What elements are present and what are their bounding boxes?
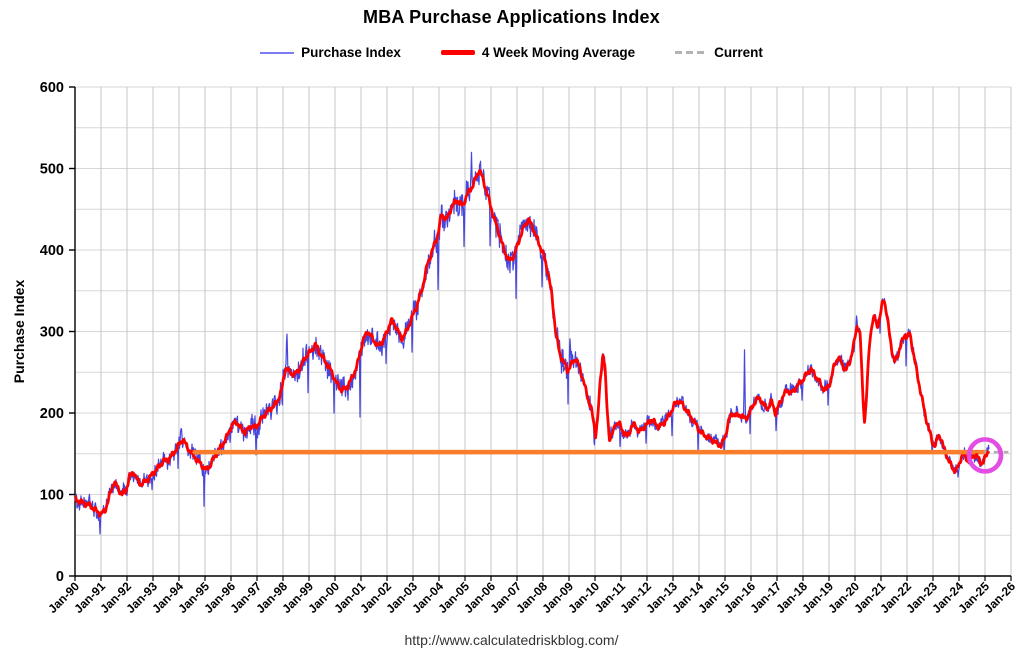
y-tick-label: 200 <box>40 406 64 422</box>
y-tick-label: 100 <box>40 488 64 504</box>
gray-dashed-swatch-icon <box>675 51 708 54</box>
y-axis-title: Purchase Index <box>11 280 27 384</box>
moving-average-series <box>74 168 991 518</box>
blue-line-swatch-icon <box>260 51 295 54</box>
y-tick-label: 0 <box>56 569 64 585</box>
y-tick-label: 500 <box>40 162 64 178</box>
y-tick-label: 600 <box>40 80 64 96</box>
chart-title: MBA Purchase Applications Index <box>363 7 660 27</box>
red-line-swatch-icon <box>440 50 475 55</box>
y-axis-ticks-labels: 0 100 200 300 400 500 600 <box>40 80 75 585</box>
legend-label-moving-average: 4 Week Moving Average <box>481 45 636 60</box>
x-axis-ticks-labels: Jan-90Jan-91Jan-92Jan-93Jan-94Jan-95Jan-… <box>45 576 1018 616</box>
legend-item-current: Current <box>675 45 763 60</box>
chart-legend: Purchase Index 4 Week Moving Average Cur… <box>0 45 1023 60</box>
highlight-circle <box>966 437 1004 474</box>
legend-item-moving-average: 4 Week Moving Average <box>440 45 636 60</box>
legend-item-purchase-index: Purchase Index <box>260 45 401 60</box>
moving-average-tail <box>972 450 991 467</box>
legend-label-current: Current <box>714 45 763 60</box>
y-tick-label: 300 <box>40 325 64 341</box>
legend-label-purchase-index: Purchase Index <box>301 45 401 60</box>
vertical-gridlines <box>100 87 1012 576</box>
y-tick-label: 400 <box>40 243 64 259</box>
footer-url: http://www.calculatedriskblog.com/ <box>404 632 619 648</box>
